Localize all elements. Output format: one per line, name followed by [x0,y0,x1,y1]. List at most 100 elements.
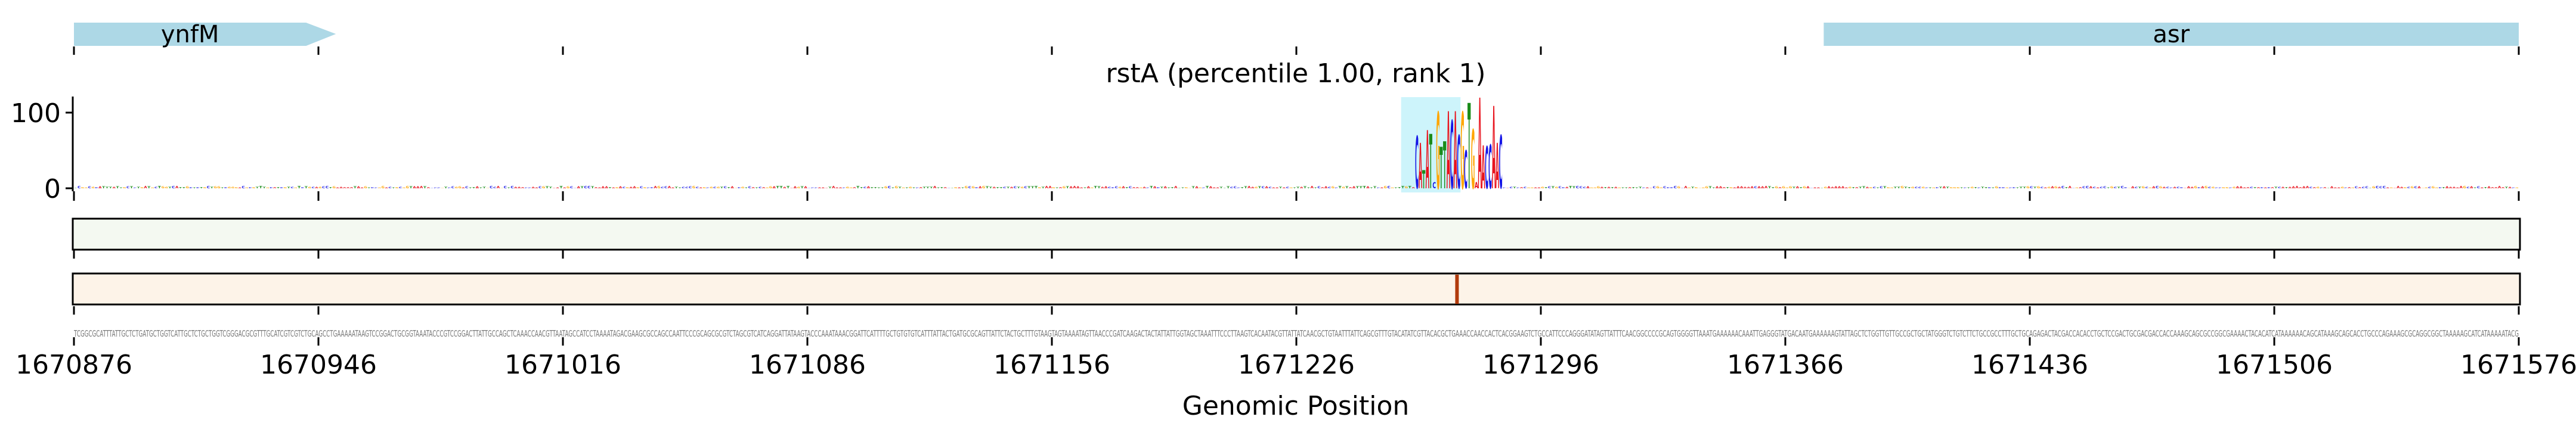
logo-letter-bg: T [1621,188,1625,189]
logo-letter-bg: A [2299,186,2303,189]
logo-letter-bg: A [385,188,389,189]
logo-letter-bg: T [2274,186,2278,189]
logo-letter-bg: T [1800,186,1804,189]
logo-letter-bg: C [249,186,252,189]
logo-letter-bg: C [574,188,577,189]
logo-letter-bg: G [1789,186,1792,189]
logo-letter-bg: G [626,186,629,189]
logo-letter-bg: G [2212,186,2215,189]
logo-letter-bg: G [2316,186,2319,189]
motif-letter-A: A [1454,90,1457,214]
logo-letter-bg: T [130,186,134,189]
logo-letter-bg: A [1866,186,1869,189]
logo-letter-bg: C [2428,186,2432,189]
logo-letter-bg: C [1936,187,1939,189]
logo-letter-bg: G [766,188,771,189]
logo-letter-bg: G [151,188,156,189]
logo-letter-bg: C [1317,186,1320,189]
logo-letter-bg: C [1286,186,1290,189]
logo-letter-bg: T [1094,186,1097,189]
logo-letter-bg: G [1887,187,1890,189]
logo-letter-bg: T [1992,188,1995,189]
logo-letter-bg: C [525,188,529,189]
logo-letter-bg: T [1083,188,1088,189]
logo-letter-bg: G [1695,186,1699,189]
logo-letter-bg: G [702,186,707,189]
logo-letter-bg: A [563,188,568,189]
logo-letter-bg: T [1394,188,1398,189]
logo-letter-bg: G [849,188,853,189]
logo-letter-bg: A [1164,186,1168,189]
logo-letter-bg: G [2351,188,2356,189]
logo-letter-bg: C [1516,188,1522,189]
logo-letter-bg: T [354,186,357,189]
logo-letter-bg: C [437,188,440,189]
motif-letter-A: A [1447,90,1450,214]
logo-letter-bg: A [1744,186,1747,189]
logo-letter-bg: A [1831,186,1834,189]
logo-letter-bg: C [689,186,692,189]
logo-letter-bg: A [825,188,828,189]
logo-letter-bg: C [448,188,452,189]
logo-letter-bg: T [1862,186,1866,189]
logo-letter-bg: A [2501,186,2506,189]
logo-letter-bg: T [1007,186,1011,189]
logo-letter-bg: A [1751,186,1754,189]
logo-letter-bg: T [1939,186,1943,189]
logo-letter-bg: G [378,188,383,189]
logo-letter-bg: T [2473,188,2479,189]
logo-letter-bg: A [1174,186,1178,189]
motif-letter-A: A [1419,131,1422,203]
logo-letter-bg: A [2295,186,2298,189]
logo-letter-bg: A [1101,186,1104,189]
logo-letter-bg: C [2379,186,2382,189]
x-tick-label: 1671156 [993,350,1110,380]
logo-letter-bg: A [2397,186,2399,189]
logo-letter-bg: C [326,186,329,189]
logo-letter-bg: G [902,188,906,189]
logo-letter-bg: C [465,186,469,189]
logo-letter-bg: G [213,186,217,189]
logo-letter-bg: A [933,186,936,189]
logo-letter-bg: T [2505,186,2509,189]
logo-letter-bg: G [566,186,569,189]
logo-letter-bg: A [671,188,676,189]
sequence-track: TCGGCGCATTTATTGCTCTGATGCTGGTCATTGCTCTGCT… [73,328,2519,339]
logo-letter-bg: A [2481,188,2485,189]
logo-letter-bg: T [1513,186,1517,189]
logo-letter-bg: A [1209,186,1213,189]
logo-letter-bg: A [1778,187,1782,189]
logo-letter-bg: A [497,186,500,189]
logo-letter-bg: A [1834,186,1838,189]
logo-letter-bg: T [1908,187,1912,189]
logo-letter-bg: A [619,186,623,189]
logo-letter-bg: A [2271,186,2275,189]
logo-track: T C G G C G C A T TT A T TG C T C T G A T G C T G G T C A T T G C TC T G C T… [11,73,2520,217]
logo-letter-bg: G [1729,187,1733,189]
logo-letter-bg: G [1803,186,1806,189]
logo-letter-bg: A [98,186,103,189]
logo-letter-bg: G [1118,186,1122,189]
logo-letter-bg: G [954,186,958,189]
logo-letter-bg: T [1293,188,1298,189]
logo-letter-bg: T [2065,187,2069,189]
logo-letter-bg: T [1160,186,1164,189]
logo-letter-bg: C [2229,188,2233,189]
logo-letter-bg: C [280,186,283,189]
logo-letter-bg: T [2033,186,2038,189]
logo-letter-bg: T [1552,186,1555,189]
logo-letter-bg: C [2124,187,2128,189]
logo-letter-bg: T [1338,186,1342,189]
logo-letter-bg: G [162,186,165,189]
logo-letter-bg: A [1076,186,1080,189]
logo-letter-bg: T [482,186,487,189]
logo-letter-bg: A [2152,186,2156,189]
logo-letter-bg: A [1143,186,1146,189]
logo-letter-bg: T [1897,186,1902,189]
logo-letter-bg: A [1069,186,1073,189]
logo-letter-bg: C [528,188,532,189]
logo-letter-bg: C [2383,186,2386,189]
logo-letter-bg: C [1146,188,1150,189]
logo-letter-bg: A [2348,187,2351,189]
logo-letter-bg: A [2313,186,2317,189]
